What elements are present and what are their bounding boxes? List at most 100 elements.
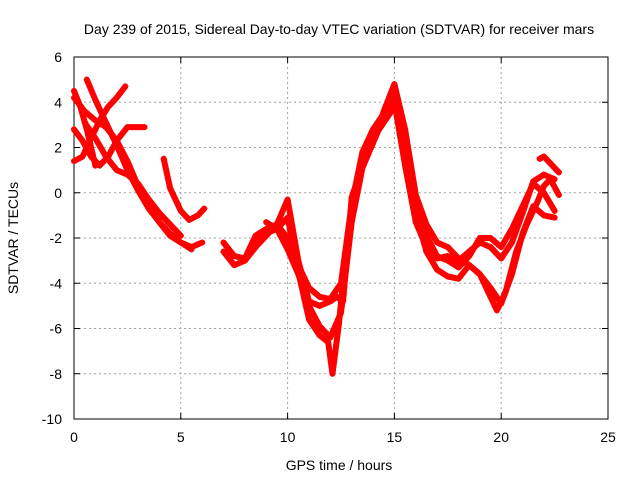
data-point-marker (105, 125, 112, 132)
data-point-marker (505, 232, 512, 238)
data-point-marker (502, 289, 509, 296)
data-point-marker (416, 222, 423, 229)
data-point-marker (482, 282, 489, 289)
data-point-marker (236, 259, 243, 266)
data-point-marker (504, 282, 511, 289)
data-point-marker (455, 264, 462, 271)
data-point-marker (334, 335, 340, 342)
data-point-marker (555, 192, 562, 198)
data-point-marker (118, 89, 124, 96)
data-point-marker (341, 263, 348, 270)
data-point-marker (109, 99, 116, 106)
data-point-marker (175, 202, 182, 209)
data-point-marker (119, 169, 126, 176)
data-point-marker (295, 268, 302, 275)
data-point-marker (172, 227, 179, 234)
data-point-marker (151, 203, 158, 210)
data-point-marker (518, 235, 525, 241)
data-point-marker (135, 124, 142, 131)
data-point-marker (156, 219, 163, 226)
data-point-marker (145, 205, 152, 212)
data-point-marker (421, 242, 428, 249)
data-point-marker (167, 230, 174, 237)
data-point-marker (285, 221, 292, 228)
data-point-marker (548, 201, 554, 208)
data-point-marker (418, 206, 425, 213)
data-point-marker (81, 108, 88, 115)
y-tick-label: 4 (54, 94, 62, 110)
data-point-marker (116, 148, 123, 155)
data-point-marker (419, 235, 426, 242)
data-point-marker (268, 222, 275, 229)
x-tick-label: 15 (387, 429, 403, 445)
data-point-marker (81, 119, 88, 126)
data-point-marker (336, 313, 343, 320)
data-point-marker (493, 307, 500, 314)
data-point-marker (434, 253, 441, 260)
data-point-marker (514, 214, 521, 221)
data-point-marker (338, 292, 345, 299)
data-point-marker (142, 191, 149, 198)
data-point-marker (409, 189, 416, 196)
data-point-marker (287, 210, 293, 217)
data-point-marker (141, 124, 148, 131)
data-point-marker (79, 137, 86, 144)
data-point-marker (162, 163, 169, 170)
data-point-marker (340, 270, 347, 277)
data-point-marker (220, 239, 227, 246)
data-point-marker (373, 130, 380, 137)
data-point-marker (487, 235, 494, 241)
data-point-marker (555, 169, 562, 176)
data-point-marker (71, 126, 77, 133)
data-point-marker (349, 202, 356, 209)
data-point-marker (161, 224, 168, 231)
data-point-marker (519, 203, 526, 210)
data-point-marker (160, 155, 167, 162)
data-point-marker (491, 290, 498, 297)
data-point-marker (444, 273, 451, 280)
data-point-marker (501, 250, 508, 257)
data-point-marker (263, 232, 270, 239)
data-point-marker (284, 246, 291, 253)
data-point-marker (521, 228, 528, 235)
data-point-marker (252, 244, 259, 251)
data-point-marker (406, 162, 412, 169)
data-point-marker (397, 122, 404, 129)
data-point-marker (404, 149, 410, 155)
data-point-marker (332, 349, 339, 356)
data-point-marker (427, 239, 433, 246)
data-point-marker (466, 262, 473, 269)
data-point-marker (97, 108, 104, 115)
data-point-marker (387, 109, 394, 116)
data-point-marker (88, 148, 95, 155)
data-point-marker (338, 299, 344, 306)
data-point-marker (177, 239, 184, 246)
data-point-marker (263, 219, 270, 226)
data-point-marker (193, 241, 200, 248)
data-point-marker (82, 143, 89, 149)
data-point-marker (252, 235, 259, 241)
data-point-marker (345, 228, 352, 235)
data-point-marker (340, 278, 347, 284)
data-point-marker (444, 244, 451, 251)
data-point-marker (99, 147, 106, 154)
data-point-marker (296, 275, 303, 282)
data-point-marker (346, 222, 353, 228)
series-arc-5 (83, 76, 195, 253)
data-point-marker (492, 249, 499, 256)
data-point-marker (455, 255, 462, 262)
data-point-marker (337, 306, 344, 313)
data-point-marker (75, 132, 82, 139)
data-point-marker (536, 155, 543, 162)
data-point-marker (129, 176, 136, 183)
data-point-marker (182, 212, 189, 219)
data-point-marker (103, 153, 109, 160)
data-point-marker (531, 204, 538, 211)
data-point-marker (550, 181, 557, 188)
data-point-marker (508, 239, 515, 246)
data-point-marker (320, 335, 327, 342)
data-point-marker (450, 261, 457, 267)
data-point-marker (273, 225, 280, 232)
data-point-marker (231, 262, 238, 269)
data-point-marker (172, 196, 179, 203)
